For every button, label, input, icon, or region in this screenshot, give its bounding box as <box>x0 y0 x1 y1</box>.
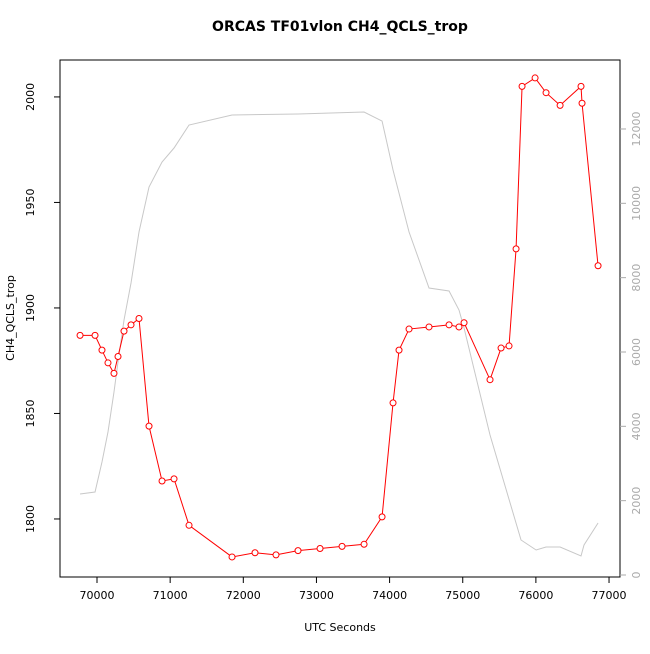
point <box>91 331 99 339</box>
point <box>556 101 564 109</box>
x-axis-label: UTC Seconds <box>304 621 376 634</box>
point <box>98 346 106 354</box>
point <box>127 321 135 329</box>
point <box>445 321 453 329</box>
point <box>316 545 324 553</box>
point <box>594 262 602 270</box>
point <box>542 89 550 97</box>
point <box>114 352 122 360</box>
point <box>505 342 513 350</box>
point <box>135 315 143 322</box>
point <box>389 399 397 407</box>
point <box>272 551 280 559</box>
point <box>294 547 302 555</box>
point <box>378 513 386 521</box>
x-tick-label: 73000 <box>299 589 334 602</box>
point <box>360 540 368 548</box>
point <box>170 475 178 483</box>
y2-tick-label: 0 <box>630 571 643 578</box>
y2-tick-label: 2000 <box>630 487 643 515</box>
point <box>104 359 112 367</box>
point <box>578 99 586 107</box>
y-axis-label: CH4_QCLS_trop <box>4 275 17 361</box>
x-tick-label: 71000 <box>153 589 188 602</box>
point <box>577 82 585 90</box>
point <box>395 346 403 354</box>
chart-title: ORCAS TF01vlon CH4_QCLS_trop <box>212 19 468 35</box>
y2-tick-label: 4000 <box>630 412 643 440</box>
point <box>497 344 505 352</box>
y-tick-label: 1800 <box>24 505 37 533</box>
y2-tick-label: 6000 <box>630 338 643 366</box>
point <box>460 319 468 327</box>
point <box>455 323 463 331</box>
point <box>251 549 259 557</box>
x-tick-label: 77000 <box>592 589 627 602</box>
y-tick-label: 1900 <box>24 294 37 322</box>
x-tick-label: 75000 <box>445 589 480 602</box>
point <box>338 542 346 550</box>
point <box>120 327 128 335</box>
x-tick-label: 72000 <box>226 589 261 602</box>
point <box>76 331 84 339</box>
x-tick-label: 74000 <box>372 589 407 602</box>
point <box>512 245 520 253</box>
y-tick-label: 1950 <box>24 188 37 216</box>
y2-tick-label: 10000 <box>630 186 643 221</box>
point <box>518 82 526 90</box>
y2-tick-label: 12000 <box>630 111 643 146</box>
point <box>228 553 236 561</box>
point <box>531 74 539 82</box>
series-line <box>80 77 599 558</box>
x-tick-label: 76000 <box>518 589 553 602</box>
series-line <box>79 111 599 557</box>
point <box>110 369 118 377</box>
y-tick-label: 2000 <box>24 83 37 111</box>
x-tick-label: 70000 <box>80 589 115 602</box>
point <box>486 376 494 384</box>
y-tick-label: 1850 <box>24 399 37 427</box>
point <box>145 422 153 430</box>
y2-tick-label: 8000 <box>630 264 643 292</box>
plot-frame <box>59 59 621 578</box>
point <box>158 477 166 485</box>
point <box>185 521 193 529</box>
point <box>425 323 433 331</box>
point <box>405 325 413 333</box>
